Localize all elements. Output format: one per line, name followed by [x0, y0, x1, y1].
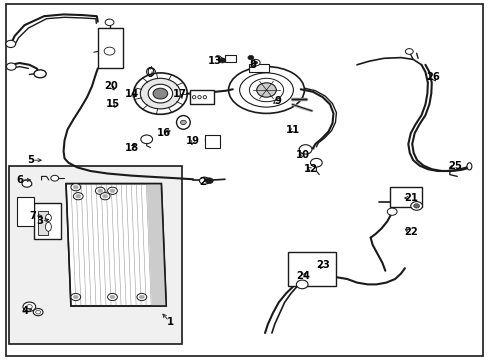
Circle shape — [33, 309, 43, 316]
Circle shape — [253, 61, 257, 64]
Text: 19: 19 — [186, 136, 200, 146]
Circle shape — [107, 293, 117, 301]
Circle shape — [100, 193, 110, 200]
Circle shape — [110, 189, 115, 193]
Circle shape — [296, 280, 307, 289]
Text: 7: 7 — [30, 211, 37, 221]
Bar — [98, 28, 123, 68]
Text: 18: 18 — [125, 143, 139, 153]
Circle shape — [413, 204, 419, 208]
Bar — [189, 90, 214, 104]
Bar — [389, 187, 421, 207]
Text: 26: 26 — [425, 72, 439, 82]
Bar — [17, 197, 34, 226]
Bar — [249, 64, 268, 72]
Circle shape — [205, 136, 215, 143]
Circle shape — [95, 187, 105, 194]
Text: 13: 13 — [208, 56, 222, 66]
Circle shape — [299, 145, 311, 154]
Circle shape — [73, 185, 78, 189]
Text: 1: 1 — [166, 317, 173, 327]
Circle shape — [219, 58, 225, 63]
Circle shape — [73, 295, 78, 299]
Text: 2: 2 — [199, 177, 206, 187]
Ellipse shape — [45, 222, 51, 231]
Text: 11: 11 — [285, 125, 300, 135]
Text: 25: 25 — [447, 161, 461, 171]
Polygon shape — [146, 184, 166, 306]
Circle shape — [310, 158, 322, 167]
Ellipse shape — [197, 95, 201, 99]
Ellipse shape — [466, 163, 471, 170]
Text: 22: 22 — [403, 227, 417, 237]
Ellipse shape — [239, 73, 293, 107]
Text: 6: 6 — [16, 175, 23, 185]
Circle shape — [199, 177, 209, 184]
Circle shape — [6, 63, 16, 70]
Circle shape — [71, 184, 81, 191]
Circle shape — [405, 49, 412, 54]
Circle shape — [76, 194, 81, 198]
Text: 8: 8 — [249, 60, 256, 70]
Circle shape — [141, 135, 152, 144]
Circle shape — [205, 178, 213, 184]
Circle shape — [180, 120, 186, 125]
Text: 3: 3 — [37, 216, 43, 226]
Bar — [287, 252, 336, 286]
Ellipse shape — [34, 70, 46, 78]
Circle shape — [102, 194, 107, 198]
Ellipse shape — [249, 78, 283, 102]
Text: 4: 4 — [22, 306, 29, 316]
Text: 14: 14 — [124, 89, 139, 99]
Text: 20: 20 — [104, 81, 118, 91]
Text: 9: 9 — [274, 96, 281, 106]
Ellipse shape — [228, 67, 304, 113]
Bar — [34, 203, 61, 239]
Text: 16: 16 — [157, 128, 170, 138]
Circle shape — [139, 295, 144, 299]
Circle shape — [110, 295, 115, 299]
Circle shape — [104, 47, 115, 55]
Circle shape — [51, 175, 59, 181]
Circle shape — [251, 59, 260, 66]
Text: 10: 10 — [296, 150, 309, 160]
Ellipse shape — [148, 84, 172, 103]
Ellipse shape — [203, 95, 206, 99]
Ellipse shape — [140, 78, 180, 109]
Circle shape — [247, 55, 253, 60]
Circle shape — [105, 19, 114, 26]
Circle shape — [107, 187, 117, 194]
Circle shape — [137, 293, 146, 301]
Ellipse shape — [133, 73, 187, 114]
Circle shape — [36, 310, 41, 314]
Bar — [38, 211, 48, 235]
Text: 5: 5 — [27, 155, 34, 165]
Bar — [224, 55, 235, 62]
Polygon shape — [66, 184, 166, 306]
Circle shape — [6, 40, 16, 48]
Circle shape — [386, 208, 396, 215]
Circle shape — [71, 293, 81, 301]
Text: 24: 24 — [296, 271, 309, 282]
Circle shape — [98, 189, 102, 193]
Ellipse shape — [192, 95, 195, 99]
Circle shape — [256, 83, 276, 97]
Text: 12: 12 — [303, 164, 317, 174]
Text: 23: 23 — [315, 260, 329, 270]
Bar — [9, 166, 182, 344]
Ellipse shape — [45, 214, 51, 221]
Circle shape — [73, 193, 83, 200]
Circle shape — [153, 88, 167, 99]
Circle shape — [23, 302, 36, 311]
Text: 17: 17 — [173, 89, 186, 99]
Ellipse shape — [176, 116, 190, 129]
Circle shape — [410, 202, 422, 210]
Circle shape — [22, 180, 32, 187]
Circle shape — [26, 305, 32, 309]
Text: 15: 15 — [105, 99, 119, 109]
Text: 21: 21 — [403, 193, 417, 203]
Bar — [205, 135, 220, 148]
